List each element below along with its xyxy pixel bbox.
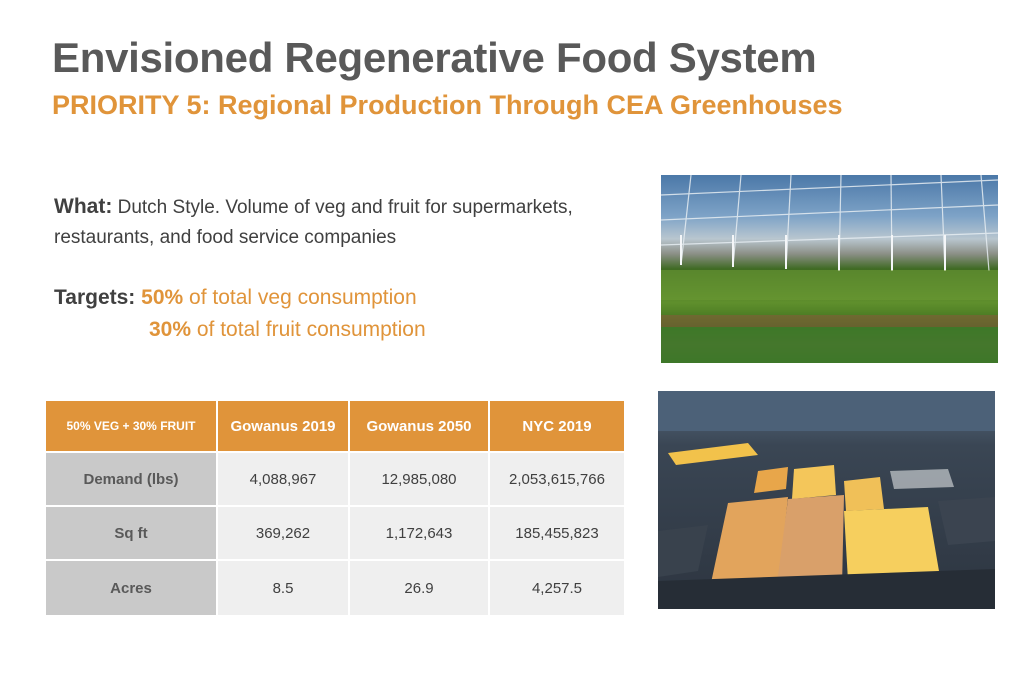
table-cell: 4,257.5 [488, 559, 626, 617]
veg-target-percent: 50% [141, 286, 184, 309]
table-cell: 4,088,967 [216, 451, 350, 507]
slide-title: Envisioned Regenerative Food System [52, 34, 817, 81]
greenhouse-aerial-photo [658, 391, 995, 609]
table-cell: 185,455,823 [488, 505, 626, 561]
row-header: Demand (lbs) [44, 451, 218, 507]
greenhouse-aerial-illustration [658, 391, 995, 609]
what-paragraph: What: Dutch Style. Volume of veg and fru… [54, 192, 634, 253]
table-row: Demand (lbs) 4,088,967 12,985,080 2,053,… [44, 451, 626, 507]
table-header-row: 50% VEG + 30% FRUIT Gowanus 2019 Gowanus… [44, 399, 626, 453]
fruit-target-text: of total fruit consumption [196, 318, 426, 341]
column-header: Gowanus 2050 [348, 399, 490, 453]
veg-target-text: of total veg consumption [189, 286, 417, 309]
table-cell: 1,172,643 [348, 505, 490, 561]
table-corner-header: 50% VEG + 30% FRUIT [44, 399, 218, 453]
what-text: Dutch Style. Volume of veg and fruit for… [54, 197, 573, 248]
table-cell: 8.5 [216, 559, 350, 617]
table-row: Sq ft 369,262 1,172,643 185,455,823 [44, 505, 626, 561]
column-header: Gowanus 2019 [216, 399, 350, 453]
table-row: Acres 8.5 26.9 4,257.5 [44, 559, 626, 617]
slide-subtitle: PRIORITY 5: Regional Production Through … [52, 90, 843, 120]
greenhouse-interior-photo [661, 175, 998, 363]
table-cell: 12,985,080 [348, 451, 490, 507]
row-header: Acres [44, 559, 218, 617]
targets-label: Targets: [54, 286, 136, 309]
fruit-target-percent: 30% [149, 318, 192, 341]
greenhouse-interior-illustration [661, 175, 998, 363]
targets-block: Targets: 50% of total veg consumption 30… [54, 282, 426, 346]
production-table: 50% VEG + 30% FRUIT Gowanus 2019 Gowanus… [44, 399, 626, 617]
targets-row-veg: Targets: 50% of total veg consumption [54, 282, 426, 314]
row-header: Sq ft [44, 505, 218, 561]
table-cell: 369,262 [216, 505, 350, 561]
what-label: What: [54, 195, 113, 218]
table-cell: 2,053,615,766 [488, 451, 626, 507]
targets-row-fruit: 30% of total fruit consumption [54, 314, 426, 346]
column-header: NYC 2019 [488, 399, 626, 453]
table-cell: 26.9 [348, 559, 490, 617]
